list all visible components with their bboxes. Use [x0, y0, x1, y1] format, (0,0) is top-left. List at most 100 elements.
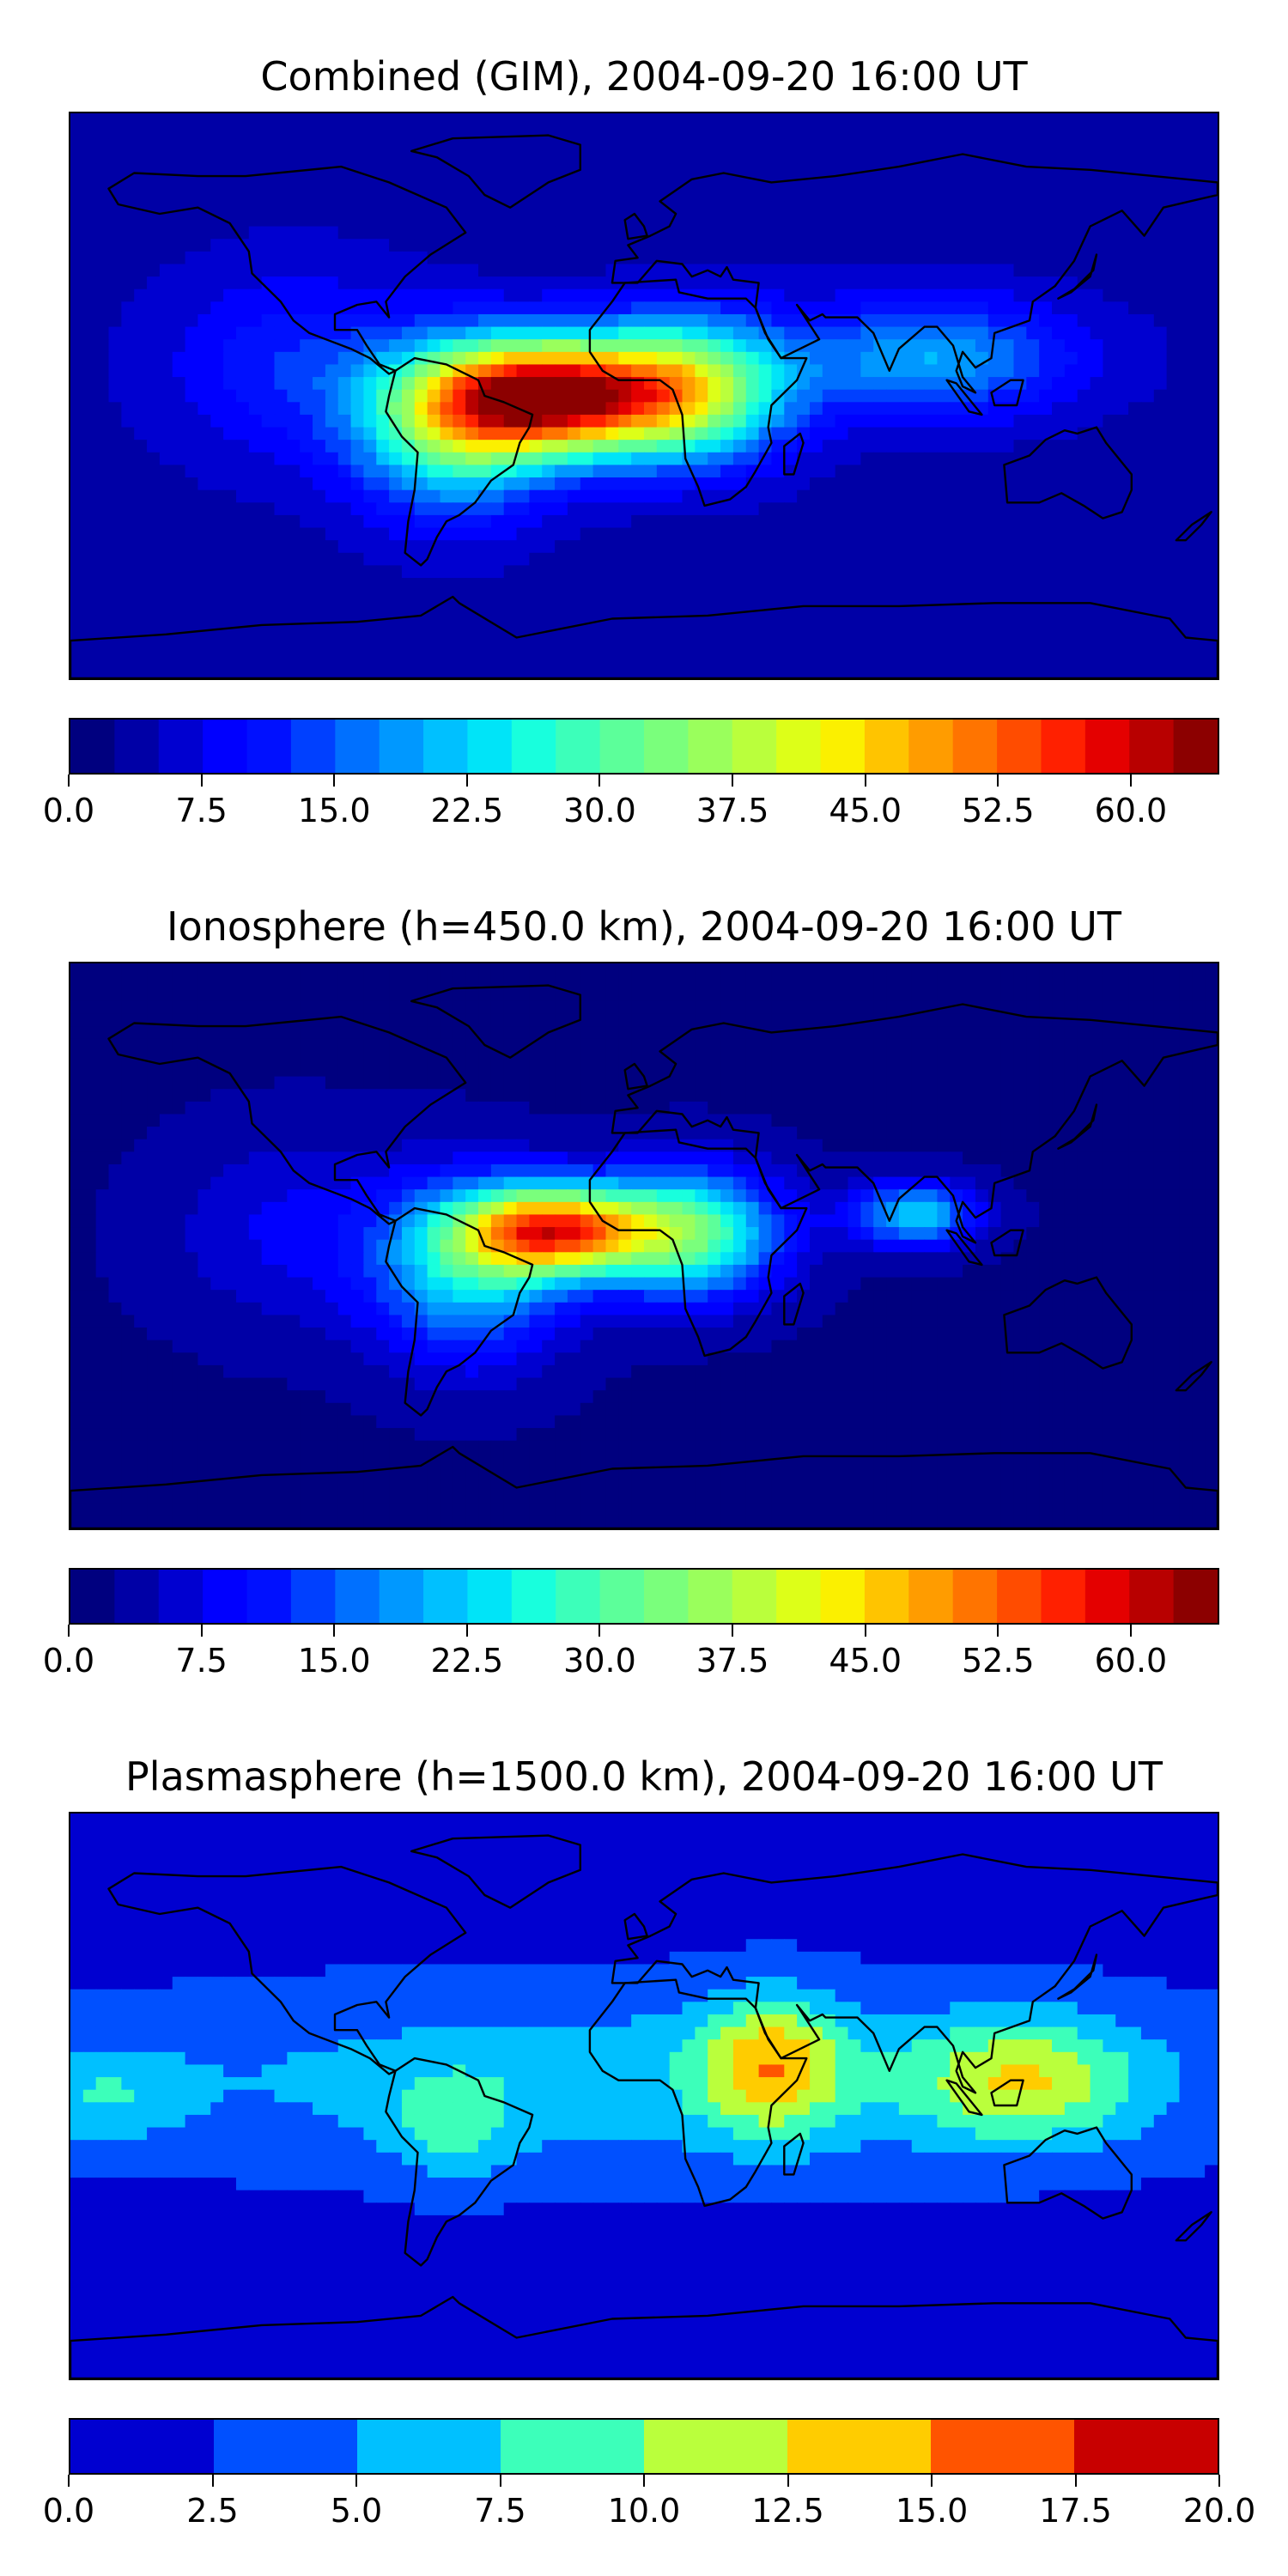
colorbar-svg [70, 1570, 1218, 1623]
coastline-south-america [385, 356, 534, 567]
colorbar-tick-label: 2.5 [186, 2492, 239, 2530]
colorbar-tick-label: 22.5 [430, 792, 504, 829]
colorbar-tick-mark [864, 775, 866, 787]
colorbar-segment [644, 1570, 689, 1623]
colorbar-tick-mark [787, 2475, 789, 2487]
colorbar-segment [908, 1570, 954, 1623]
colorbar-segment [70, 2420, 215, 2473]
colorbar-tick-mark [864, 1625, 866, 1637]
coastline-greenland [410, 1834, 581, 1909]
colorbar-segment [290, 1570, 336, 1623]
coastline-africa [588, 1978, 808, 2208]
colorbar-segment [997, 1570, 1042, 1623]
colorbar-segment [203, 720, 248, 773]
colorbar-segment [787, 2420, 932, 2473]
coastline-australia [1003, 2126, 1133, 2220]
coastline-north-america [107, 1015, 467, 1225]
coastline-great-britain [623, 212, 648, 240]
colorbar-tick-label: 7.5 [175, 792, 228, 829]
colorbar-segment [114, 1570, 160, 1623]
map-plot-ionosphere [69, 962, 1219, 1530]
colorbar-tick-mark [598, 775, 601, 787]
colorbar-tick-mark [68, 2475, 70, 2487]
colorbar-tick-label: 45.0 [829, 1642, 902, 1680]
colorbar-tick-mark [598, 1625, 601, 1637]
colorbar-tick-label: 60.0 [1094, 1642, 1168, 1680]
colorbar-segment [688, 720, 733, 773]
colorbar-segment [997, 720, 1042, 773]
colorbar-tick-mark [499, 2475, 501, 2487]
colorbar-tick-mark [200, 775, 203, 787]
colorbar-tick-label: 20.0 [1182, 2492, 1256, 2530]
colorbar-segment [864, 720, 909, 773]
coastline-antarctica [70, 595, 1218, 678]
colorbar-segment [214, 2420, 358, 2473]
colorbar-segment [931, 2420, 1075, 2473]
colorbar-segment [114, 720, 160, 773]
colorbar-tick-label: 52.5 [961, 792, 1035, 829]
map-plot-combined [69, 112, 1219, 680]
colorbar-segment [644, 720, 689, 773]
field-layer [70, 963, 1218, 1528]
colorbar-segment [290, 720, 336, 773]
colorbar-tick-mark [931, 2475, 933, 2487]
coastline-australia [1003, 426, 1133, 519]
colorbar-tick-mark [1129, 1625, 1132, 1637]
coastline-south-america [385, 1206, 534, 1417]
field-layer [70, 113, 1218, 678]
coastline-africa [588, 278, 808, 507]
coastline-japan [1057, 253, 1098, 300]
colorbar-tick-label: 15.0 [297, 1642, 371, 1680]
colorbar-segment [556, 1570, 601, 1623]
colorbar-segment [1084, 1570, 1130, 1623]
colorbar-tick-label: 7.5 [175, 1642, 228, 1680]
coastline-greenland [410, 984, 581, 1059]
colorbar-segment [732, 720, 777, 773]
coastline-new-zealand [1175, 511, 1212, 542]
colorbar-tick-label: 12.5 [751, 2492, 824, 2530]
coastline-madagascar [783, 2132, 805, 2176]
colorbar-segment [246, 1570, 292, 1623]
map-svg [70, 113, 1218, 678]
colorbar-segment [820, 1570, 866, 1623]
chart-title: Ionosphere (h=450.0 km), 2004-09-20 16:0… [167, 903, 1121, 950]
colorbar-tick-label: 17.5 [1039, 2492, 1112, 2530]
colorbar-tick-label: 45.0 [829, 792, 902, 829]
colorbar-segment [467, 720, 513, 773]
colorbar-tick-label: 5.0 [330, 2492, 383, 2530]
colorbar-tick-mark [465, 1625, 468, 1637]
colorbar-tick-label: 37.5 [696, 792, 769, 829]
colorbar-segment [1129, 720, 1175, 773]
coastline-africa [588, 1128, 808, 1358]
colorbar-ionosphere [69, 1568, 1219, 1625]
colorbar-segment [423, 1570, 468, 1623]
colorbar-tick-mark [1129, 775, 1132, 787]
coastline-japan [1057, 1103, 1098, 1150]
colorbar-segment [203, 1570, 248, 1623]
colorbar-segment [335, 720, 380, 773]
colorbar-segment [1129, 1570, 1175, 1623]
colorbar-segment [70, 720, 115, 773]
colorbar-tick-label: 60.0 [1094, 792, 1168, 829]
coastline-north-america [107, 1865, 467, 2075]
colorbar-tick-mark [333, 1625, 336, 1637]
colorbar-segment [1041, 1570, 1086, 1623]
colorbar-segment [1074, 2420, 1218, 2473]
coastline-south-america [385, 2057, 534, 2267]
chart-title: Plasmasphere (h=1500.0 km), 2004-09-20 1… [125, 1753, 1163, 1800]
coastline-sumatra [945, 379, 983, 416]
colorbar-segment [158, 1570, 204, 1623]
colorbar-tick-mark [997, 1625, 999, 1637]
map-svg [70, 963, 1218, 1528]
chart-title: Combined (GIM), 2004-09-20 16:00 UT [260, 53, 1028, 100]
colorbar-segment [379, 1570, 424, 1623]
colorbar-segment [511, 1570, 556, 1623]
coastline-madagascar [783, 432, 805, 476]
colorbar-segment [467, 1570, 513, 1623]
field-layer [70, 1814, 1218, 2379]
colorbar-tick-label: 10.0 [607, 2492, 681, 2530]
map-svg [70, 1814, 1218, 2379]
colorbar-segment [688, 1570, 733, 1623]
coastline-new-zealand [1175, 1361, 1212, 1392]
coastline-antarctica [70, 1445, 1218, 1528]
